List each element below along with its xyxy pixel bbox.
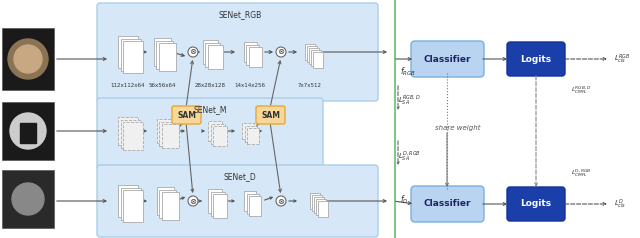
FancyBboxPatch shape [97,98,323,169]
Bar [247,128,259,144]
Text: 28x28x128: 28x28x128 [195,83,225,88]
Bar [314,197,324,213]
Bar [316,199,326,215]
Text: Classifier: Classifier [424,55,471,64]
Bar [120,188,141,219]
Text: 56x56x64: 56x56x64 [148,83,176,88]
Text: SENet_D: SENet_D [223,172,257,181]
Bar [311,50,321,66]
Bar [213,126,227,146]
Text: 7x7x512: 7x7x512 [298,83,322,88]
Bar [156,40,173,69]
Bar [246,193,259,213]
Bar [159,122,176,145]
Text: SENet_M: SENet_M [193,105,227,114]
FancyBboxPatch shape [2,170,54,228]
Circle shape [188,196,198,206]
FancyBboxPatch shape [411,186,484,222]
Bar [157,187,173,215]
Bar [313,52,323,68]
Bar [211,192,225,215]
Text: 14x14x256: 14x14x256 [234,83,266,88]
FancyBboxPatch shape [2,102,54,160]
Circle shape [14,45,42,73]
Text: $L_{SA}^{D,RGB}$: $L_{SA}^{D,RGB}$ [398,149,421,163]
Circle shape [276,196,286,206]
Text: SAM: SAM [177,110,196,119]
Text: ⊗: ⊗ [189,197,196,205]
Text: share weight: share weight [435,125,481,131]
Circle shape [10,113,46,149]
FancyBboxPatch shape [97,3,378,101]
Text: 112x112x64: 112x112x64 [111,83,145,88]
Bar [118,117,138,145]
Text: $f_{RGB}$: $f_{RGB}$ [400,66,416,79]
Bar [309,48,319,64]
Bar [123,41,143,73]
Bar [246,45,259,64]
Circle shape [276,47,286,57]
FancyBboxPatch shape [507,187,565,221]
Bar [307,46,317,62]
Bar [211,124,225,144]
Bar [123,122,143,150]
Bar [310,193,320,209]
Bar [154,38,170,66]
FancyBboxPatch shape [97,165,378,237]
Bar [213,194,227,218]
Bar [123,190,143,222]
Bar [118,36,138,68]
Circle shape [8,39,48,79]
Bar [159,43,175,71]
Circle shape [188,47,198,57]
Bar [161,124,179,148]
Text: ⊗: ⊗ [278,48,285,56]
FancyBboxPatch shape [172,106,201,124]
Bar [242,123,254,139]
Bar [248,47,262,67]
Circle shape [12,183,44,215]
Text: Logits: Logits [520,199,552,208]
FancyBboxPatch shape [256,106,285,124]
Bar [207,45,223,69]
Bar [318,201,328,217]
Bar [244,191,256,211]
Text: $L_{SA}^{RGB,D}$: $L_{SA}^{RGB,D}$ [398,93,421,107]
Bar [159,189,176,218]
Text: Logits: Logits [520,55,552,64]
Text: Classifier: Classifier [424,199,471,208]
Bar [208,189,222,213]
Bar [120,39,141,70]
Bar [305,44,315,60]
Bar [249,196,261,216]
Bar [312,195,322,211]
Bar [161,192,179,220]
Bar [202,40,218,64]
Bar [157,119,173,143]
Text: $L_{cls}^D$: $L_{cls}^D$ [614,197,627,211]
FancyBboxPatch shape [507,42,565,76]
Bar [20,123,36,143]
Bar [244,125,257,142]
Text: $L_{CMFL}^{RGB,D}$: $L_{CMFL}^{RGB,D}$ [571,84,592,96]
Text: ⊗: ⊗ [189,48,196,56]
Text: $f_D$: $f_D$ [400,194,408,207]
Bar [243,42,257,62]
Bar [208,121,222,141]
Text: $L_{CMFL}^{D,RGB}$: $L_{CMFL}^{D,RGB}$ [571,167,591,179]
Bar [118,185,138,217]
Text: SENet_RGB: SENet_RGB [218,10,262,19]
FancyBboxPatch shape [411,41,484,77]
Text: $L_{cls}^{RGB}$: $L_{cls}^{RGB}$ [614,52,630,66]
Bar [120,119,141,148]
Text: ⊗: ⊗ [278,197,285,205]
Bar [205,43,220,66]
FancyBboxPatch shape [2,28,54,90]
Text: SAM: SAM [261,110,280,119]
